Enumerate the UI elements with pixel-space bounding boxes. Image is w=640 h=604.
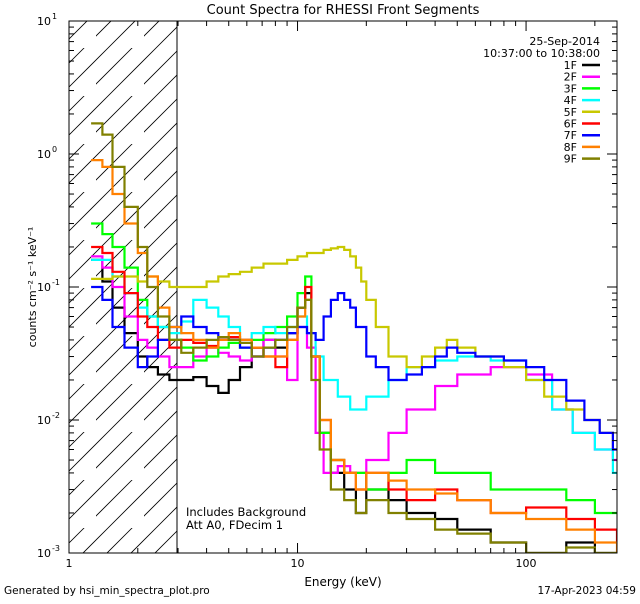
- legend-label-9F: 9F: [564, 153, 577, 166]
- chart-title: Count Spectra for RHESSI Front Segments: [207, 3, 480, 18]
- legend-label-7F: 7F: [564, 129, 577, 142]
- legend-label-2F: 2F: [564, 71, 577, 84]
- legend-label-4F: 4F: [564, 94, 577, 107]
- y-tick-exponent: -1: [52, 278, 60, 287]
- series-line-9F: [91, 122, 617, 553]
- legend-time-range: 10:37:00 to 10:38:00: [483, 47, 600, 60]
- y-tick-label: 10: [37, 281, 51, 294]
- y-tick-label: 10: [37, 547, 51, 560]
- y-tick-exponent: 0: [52, 145, 57, 154]
- legend-label-5F: 5F: [564, 106, 577, 119]
- y-axis-label: counts cm⁻² s⁻¹ keV⁻¹: [26, 227, 39, 348]
- footer-timestamp: 17-Apr-2023 04:59: [537, 585, 636, 597]
- y-tick-exponent: 1: [52, 12, 57, 21]
- legend-label-6F: 6F: [564, 118, 577, 131]
- y-tick-label: 10: [37, 414, 51, 427]
- annotation-attenuator: Att A0, FDecim 1: [186, 518, 283, 532]
- series-layer: [91, 122, 617, 553]
- x-axis-label: Energy (keV): [304, 575, 381, 589]
- legend-label-1F: 1F: [564, 59, 577, 72]
- y-tick-exponent: -3: [52, 544, 60, 553]
- legend-label-8F: 8F: [564, 141, 577, 154]
- y-tick-exponent: -2: [52, 411, 60, 420]
- y-tick-label: 10: [37, 148, 51, 161]
- footer-generated-by: Generated by hsi_min_spectra_plot.pro: [4, 585, 210, 597]
- x-axis: 1 10 100: [66, 21, 596, 570]
- annotation-background: Includes Background: [186, 505, 306, 519]
- x-tick-label: 100: [516, 557, 537, 570]
- y-tick-label: 10: [37, 15, 51, 28]
- x-tick-label: 1: [66, 557, 73, 570]
- legend-date: 25-Sep-2014: [529, 35, 600, 48]
- x-tick-label: 10: [291, 557, 305, 570]
- legend-label-3F: 3F: [564, 82, 577, 95]
